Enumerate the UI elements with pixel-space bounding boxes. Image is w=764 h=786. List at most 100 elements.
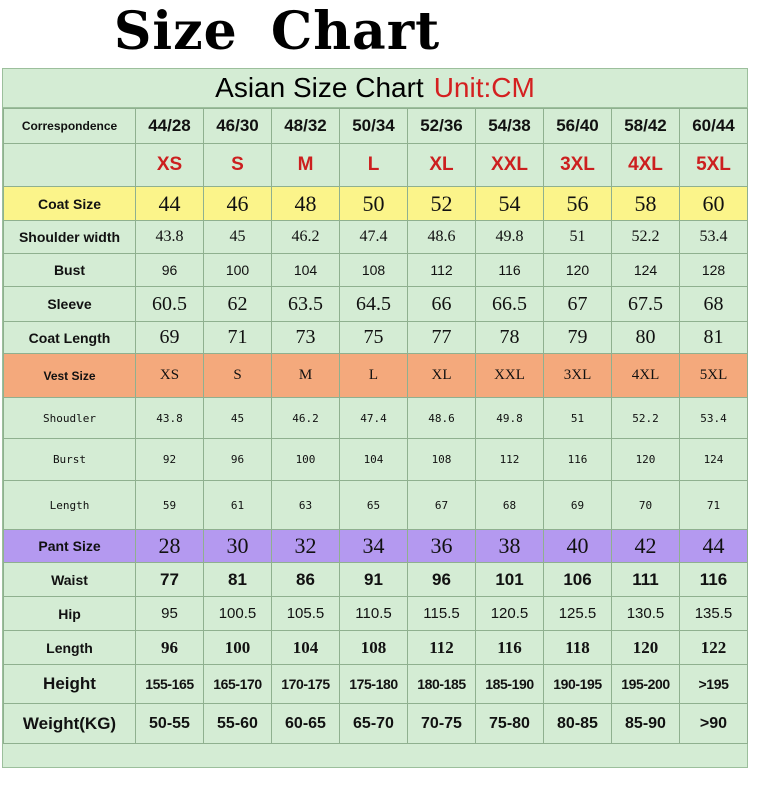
table-cell: 58/42 (611, 108, 680, 144)
table-cell: 69 (543, 480, 612, 530)
row-label: Length (3, 630, 136, 665)
table-cell: 100.5 (203, 596, 272, 631)
table-cell: 112 (407, 253, 476, 287)
table-cell: 92 (135, 438, 204, 481)
table-cell: 53.4 (679, 397, 748, 439)
table-cell: 47.4 (339, 220, 408, 254)
table-cell: 3XL (543, 143, 612, 187)
table-cell: 135.5 (679, 596, 748, 631)
table-cell: XS (135, 143, 204, 187)
row-label: Weight(KG) (3, 703, 136, 744)
row-waist: Waist 77 81 86 91 96 101 106 111 116 (3, 562, 748, 597)
table-cell: 108 (339, 630, 408, 665)
table-cell: 68 (475, 480, 544, 530)
row-label: Length (3, 480, 136, 530)
table-cell: 71 (203, 321, 272, 354)
table-cell: 118 (543, 630, 612, 665)
table-cell: 48/32 (271, 108, 340, 144)
row-pant-length: Length 96 100 104 108 112 116 118 120 122 (3, 630, 748, 665)
table-cell: XL (407, 143, 476, 187)
table-cell: 130.5 (611, 596, 680, 631)
table-cell: 44 (679, 529, 748, 563)
table-cell: 40 (543, 529, 612, 563)
table-cell: 49.8 (475, 397, 544, 439)
size-table: Correspondence 44/28 46/30 48/32 50/34 52/36 5… (3, 108, 748, 744)
table-cell: 122 (679, 630, 748, 665)
table-cell: 5XL (679, 353, 748, 398)
table-cell: 112 (407, 630, 476, 665)
table-cell: 42 (611, 529, 680, 563)
table-cell: 106 (543, 562, 612, 597)
table-cell: 111 (611, 562, 680, 597)
row-hip: Hip 95 100.5 105.5 110.5 115.5 120.5 125.5 130.5… (3, 596, 748, 631)
table-cell: 49.8 (475, 220, 544, 254)
table-cell: 50-55 (135, 703, 204, 744)
table-cell: 36 (407, 529, 476, 563)
table-cell: M (271, 353, 340, 398)
table-cell: 51 (543, 397, 612, 439)
table-cell: S (203, 353, 272, 398)
table-cell: 116 (679, 562, 748, 597)
table-cell: 80-85 (543, 703, 612, 744)
table-cell: XXL (475, 353, 544, 398)
row-height: Height 155-165 165-170 170-175 175-180 180-18… (3, 664, 748, 704)
table-cell: 52.2 (611, 397, 680, 439)
table-cell: 43.8 (135, 220, 204, 254)
table-cell: 3XL (543, 353, 612, 398)
row-bust: Bust 96 100 104 108 112 116 120 124 128 (3, 253, 748, 287)
row-label (3, 143, 136, 187)
table-cell: 96 (135, 630, 204, 665)
chart-unit: Unit:CM (433, 72, 535, 103)
table-cell: 96 (135, 253, 204, 287)
table-cell: 64.5 (339, 286, 408, 322)
table-cell: 112 (475, 438, 544, 481)
table-cell: 46/30 (203, 108, 272, 144)
row-vest-length: Length 59 61 63 65 67 68 69 70 71 (3, 480, 748, 530)
table-cell: 100 (203, 630, 272, 665)
table-cell: 60/44 (679, 108, 748, 144)
table-cell: 77 (407, 321, 476, 354)
table-cell: 116 (475, 253, 544, 287)
row-pant-size: Pant Size 28 30 32 34 36 38 40 42 44 (3, 529, 748, 563)
row-size-labels: XS S M L XL XXL 3XL 4XL 5XL (3, 143, 748, 187)
row-label: Pant Size (3, 529, 136, 563)
table-cell: 48.6 (407, 220, 476, 254)
row-label: Hip (3, 596, 136, 631)
table-cell: 63.5 (271, 286, 340, 322)
table-cell: 86 (271, 562, 340, 597)
table-cell: 68 (679, 286, 748, 322)
table-cell: 81 (679, 321, 748, 354)
table-cell: M (271, 143, 340, 187)
row-vest-burst: Burst 92 96 100 104 108 112 116 120 124 (3, 438, 748, 481)
row-vest-shoulder: Shoudler 43.8 45 46.2 47.4 48.6 49.8 51 52.2 53.4 (3, 397, 748, 439)
table-cell: 155-165 (135, 664, 204, 704)
table-cell: 32 (271, 529, 340, 563)
table-cell: 124 (679, 438, 748, 481)
table-cell: 34 (339, 529, 408, 563)
table-cell: 120.5 (475, 596, 544, 631)
table-cell: 44/28 (135, 108, 204, 144)
table-cell: 60-65 (271, 703, 340, 744)
table-cell: 50/34 (339, 108, 408, 144)
row-label: Correspondence (3, 108, 136, 144)
row-label: Height (3, 664, 136, 704)
table-cell: XS (135, 353, 204, 398)
table-cell: 70-75 (407, 703, 476, 744)
table-cell: 108 (407, 438, 476, 481)
table-cell: 45 (203, 220, 272, 254)
row-coat-length: Coat Length 69 71 73 75 77 78 79 80 81 (3, 321, 748, 354)
row-label: Sleeve (3, 286, 136, 322)
table-cell: 110.5 (339, 596, 408, 631)
table-cell: 100 (271, 438, 340, 481)
table-cell: 55-60 (203, 703, 272, 744)
table-cell: 180-185 (407, 664, 476, 704)
row-coat-size: Coat Size 44 46 48 50 52 54 56 58 60 (3, 186, 748, 221)
row-label: Vest Size (3, 353, 136, 398)
table-cell: 56/40 (543, 108, 612, 144)
table-cell: L (339, 353, 408, 398)
row-label: Shoudler (3, 397, 136, 439)
table-cell: >90 (679, 703, 748, 744)
chart-title: Asian Size Chart (215, 72, 424, 103)
table-cell: 80 (611, 321, 680, 354)
table-cell: 46.2 (271, 220, 340, 254)
